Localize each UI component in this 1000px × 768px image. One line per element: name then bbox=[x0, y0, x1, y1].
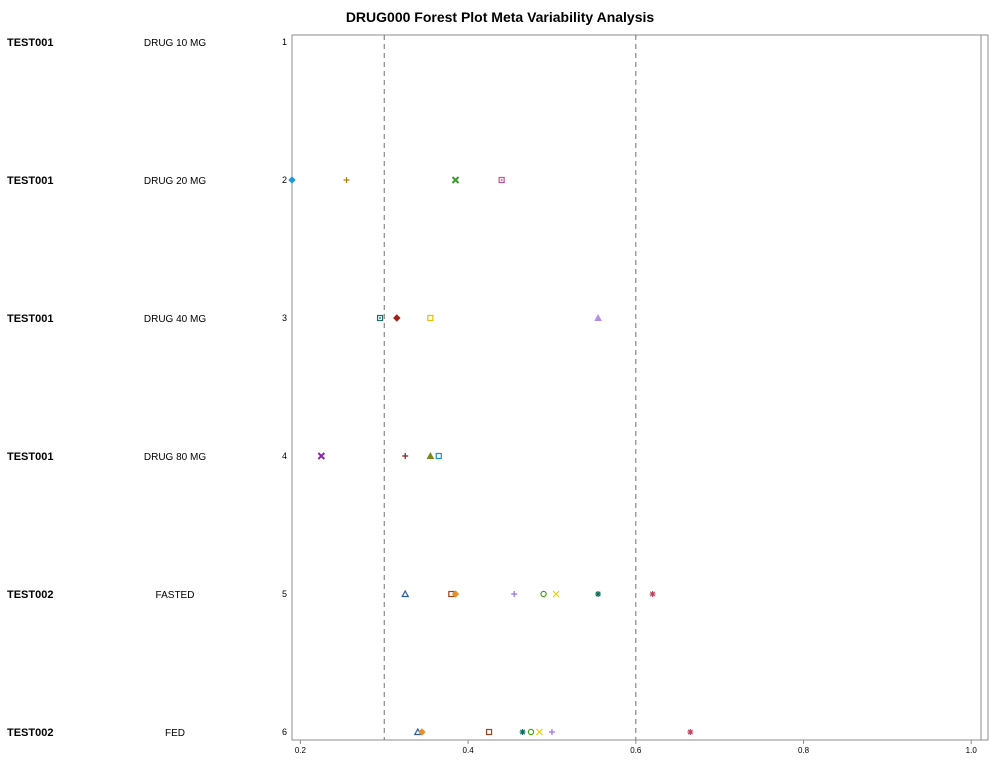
treatment-label: DRUG 40 MG bbox=[144, 314, 206, 325]
data-point bbox=[519, 729, 526, 735]
x-tick-label: 0.6 bbox=[630, 746, 642, 755]
row-number: 5 bbox=[282, 589, 287, 599]
data-point bbox=[540, 590, 547, 598]
x-tick-label: 0.2 bbox=[295, 746, 307, 755]
treatment-label: DRUG 80 MG bbox=[144, 452, 206, 463]
data-point bbox=[402, 453, 409, 459]
data-point bbox=[427, 314, 434, 322]
chart-title: DRUG000 Forest Plot Meta Variability Ana… bbox=[346, 9, 655, 25]
study-label: TEST001 bbox=[7, 313, 53, 325]
data-point bbox=[649, 591, 656, 597]
row-number: 1 bbox=[282, 37, 287, 47]
data-point bbox=[426, 451, 435, 459]
reference-lines bbox=[383, 35, 637, 740]
data-markers bbox=[288, 176, 694, 736]
data-point bbox=[451, 590, 460, 598]
row-number: 6 bbox=[282, 727, 287, 737]
plot-frame bbox=[291, 34, 989, 741]
data-point bbox=[288, 176, 296, 184]
data-point bbox=[317, 452, 326, 460]
data-point bbox=[401, 589, 410, 598]
data-point bbox=[527, 728, 535, 736]
x-tick-label: 1.0 bbox=[966, 746, 978, 755]
data-point bbox=[687, 729, 694, 735]
data-point bbox=[511, 591, 518, 597]
data-point bbox=[498, 176, 505, 184]
row-labels: TEST001 DRUG 10 MG 1 TEST001 DRUG 20 MG 2 TEST… bbox=[7, 37, 287, 739]
row-number: 2 bbox=[282, 175, 287, 185]
data-point bbox=[393, 314, 401, 322]
data-point bbox=[435, 452, 442, 460]
study-label: TEST001 bbox=[7, 451, 53, 463]
study-label: TEST001 bbox=[7, 37, 53, 49]
data-point bbox=[418, 728, 426, 736]
data-point bbox=[343, 177, 350, 183]
x-tick-label: 0.4 bbox=[463, 746, 475, 755]
study-label: TEST002 bbox=[7, 727, 53, 739]
study-label: TEST002 bbox=[7, 589, 53, 601]
data-point bbox=[451, 176, 460, 184]
data-point bbox=[485, 728, 493, 736]
data-point bbox=[535, 728, 543, 736]
x-axis: 0.2 0.4 0.6 0.8 1.0 bbox=[295, 740, 978, 755]
data-point bbox=[595, 591, 602, 597]
data-point bbox=[548, 729, 555, 735]
study-label: TEST001 bbox=[7, 175, 53, 187]
row-number: 4 bbox=[282, 451, 287, 461]
data-point bbox=[594, 313, 602, 321]
treatment-label: DRUG 10 MG bbox=[144, 38, 206, 49]
treatment-label: FED bbox=[165, 728, 185, 739]
treatment-label: DRUG 20 MG bbox=[144, 176, 206, 187]
data-point bbox=[376, 314, 384, 322]
data-point bbox=[552, 590, 560, 598]
x-tick-label: 0.8 bbox=[798, 746, 810, 755]
treatment-label: FASTED bbox=[156, 590, 195, 601]
row-number: 3 bbox=[282, 313, 287, 323]
